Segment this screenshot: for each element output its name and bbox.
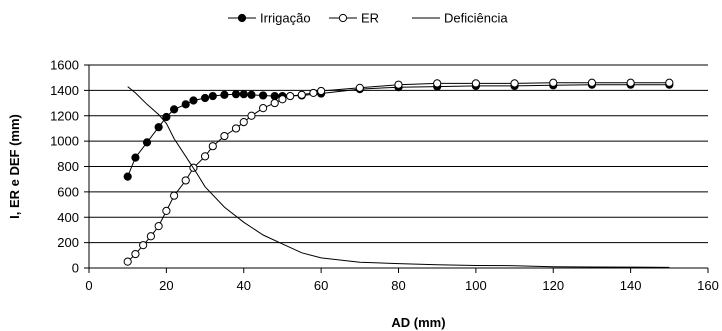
series-group xyxy=(123,78,674,268)
data-point xyxy=(154,222,163,231)
data-point xyxy=(286,91,295,101)
legend-label: ER xyxy=(361,11,379,26)
data-point xyxy=(247,111,256,120)
data-point xyxy=(123,172,132,181)
data-point xyxy=(665,78,674,87)
y-tick-label: 800 xyxy=(57,159,79,174)
legend-label: Deficiência xyxy=(444,11,508,26)
x-tick-label: 160 xyxy=(697,278,719,293)
y-tick-label: 1600 xyxy=(50,58,79,73)
data-point xyxy=(170,105,179,114)
data-point xyxy=(433,79,442,88)
x-tick-label: 60 xyxy=(314,278,328,293)
x-axis-title: AD (mm) xyxy=(391,315,445,330)
x-tick-label: 40 xyxy=(237,278,251,293)
series-1 xyxy=(123,78,674,266)
legend-marker xyxy=(338,13,348,23)
data-point xyxy=(626,78,635,87)
data-point xyxy=(123,257,132,266)
data-point xyxy=(258,104,268,113)
data-point xyxy=(220,131,229,141)
data-point xyxy=(162,112,171,122)
x-tick-label: 0 xyxy=(85,278,92,293)
data-point xyxy=(239,90,248,99)
data-point xyxy=(181,100,190,109)
data-point xyxy=(270,98,279,108)
legend-item-2: Deficiência xyxy=(412,11,508,26)
series-line xyxy=(127,82,670,263)
data-point xyxy=(394,80,403,89)
y-tick-label: 400 xyxy=(57,210,79,225)
data-point xyxy=(231,90,241,99)
data-point xyxy=(146,232,155,241)
gridlines xyxy=(89,64,708,244)
legend-marker xyxy=(237,13,247,23)
data-point xyxy=(510,79,519,88)
legend-label: Irrigação xyxy=(260,11,311,26)
data-point xyxy=(131,249,140,259)
data-point xyxy=(200,93,210,103)
series-2 xyxy=(127,86,670,268)
data-point xyxy=(189,96,198,105)
x-tick-label: 140 xyxy=(620,278,642,293)
y-tick-label: 1000 xyxy=(50,134,79,149)
legend-item-0: Irrigação xyxy=(228,11,311,26)
y-tick-label: 0 xyxy=(72,261,79,276)
data-point xyxy=(142,138,152,147)
data-point xyxy=(247,90,256,99)
series-line xyxy=(127,86,670,268)
y-tick-label: 600 xyxy=(57,184,79,199)
data-point xyxy=(317,86,326,96)
data-point xyxy=(170,191,179,200)
data-point xyxy=(549,78,558,87)
series-line xyxy=(127,84,670,177)
y-tick-label: 1200 xyxy=(50,108,79,123)
data-point xyxy=(208,91,217,101)
x-tick-label: 80 xyxy=(391,278,405,293)
y-axis-title: I, ER e DEF (mm) xyxy=(7,114,22,219)
data-point xyxy=(131,153,140,162)
x-tick-label: 100 xyxy=(465,278,487,293)
data-point xyxy=(154,123,163,132)
y-tick-label: 200 xyxy=(57,235,79,250)
data-point xyxy=(587,78,597,87)
legend: Irrigação ER Deficiência xyxy=(228,11,508,26)
y-tick-label: 1400 xyxy=(50,83,79,98)
legend-item-1: ER xyxy=(329,11,379,26)
data-point xyxy=(181,176,190,185)
data-point xyxy=(309,88,318,98)
data-point xyxy=(258,91,268,100)
data-point xyxy=(355,83,364,92)
data-point xyxy=(297,90,306,99)
data-point xyxy=(231,124,241,133)
data-point xyxy=(220,90,229,99)
data-point xyxy=(278,95,287,104)
x-tick-label: 120 xyxy=(542,278,564,293)
data-point xyxy=(270,91,279,101)
data-point xyxy=(162,206,171,216)
axes: 0 200 400 600 800 1000 1200 1400 1600 0 20 40 60 80 10… xyxy=(50,58,719,294)
data-point xyxy=(239,117,248,127)
data-point xyxy=(200,152,210,161)
series-0 xyxy=(123,80,674,181)
data-point xyxy=(139,241,148,250)
x-tick-label: 20 xyxy=(159,278,173,293)
data-point xyxy=(208,142,217,151)
data-point xyxy=(471,79,480,88)
